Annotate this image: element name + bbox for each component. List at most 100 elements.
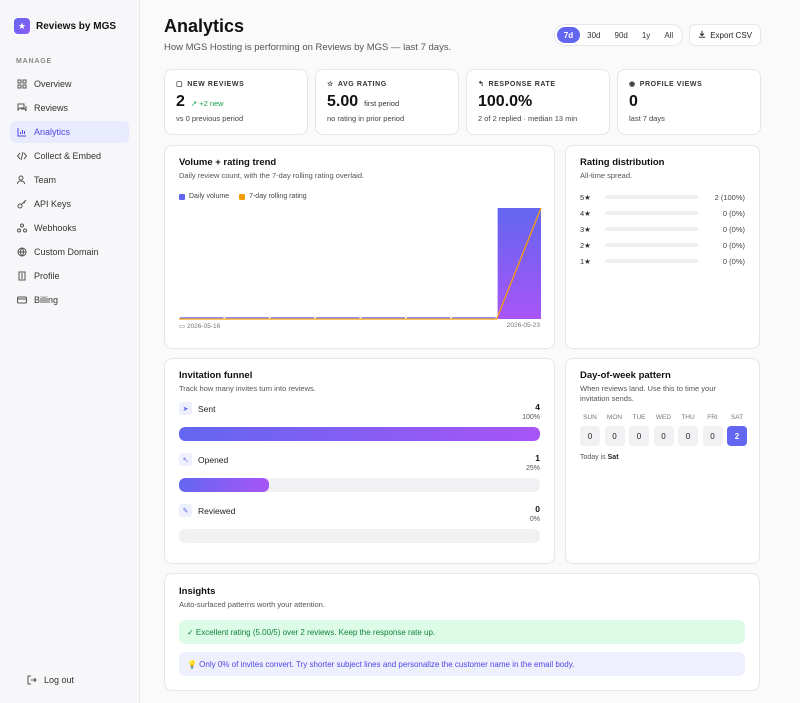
webhook-icon xyxy=(17,223,27,233)
today-label: Today is Sat xyxy=(580,454,745,461)
dist-track xyxy=(605,259,698,263)
stat-sub: 2 of 2 replied · median 13 min xyxy=(478,114,578,123)
sidebar-item-api-keys[interactable]: API Keys xyxy=(10,193,129,215)
star-icon: ★ xyxy=(14,18,30,34)
sidebar-item-label: Profile xyxy=(34,271,60,281)
sidebar-item-webhooks[interactable]: Webhooks xyxy=(10,217,129,239)
dist-row-2: 2★ 0 (0%) xyxy=(580,237,745,253)
dist-row-3: 3★ 0 (0%) xyxy=(580,221,745,237)
main-content: Analytics How MGS Hosting is performing … xyxy=(140,0,800,703)
dow-value: 0 xyxy=(629,426,649,447)
funnel-card: Invitation funnel Track how many invites… xyxy=(164,358,555,564)
distribution-card: Rating distribution All-time spread. 5★ 2… xyxy=(565,145,760,349)
page-title: Analytics xyxy=(164,16,245,36)
insight-tip: 💡 Only 0% of invites convert. Try shorte… xyxy=(179,652,745,676)
globe-icon xyxy=(17,247,27,257)
dist-value: 0 (0%) xyxy=(722,240,745,250)
stat-value: 2 xyxy=(176,93,185,110)
sidebar-item-label: API Keys xyxy=(34,199,72,209)
funnel-pct: 100% xyxy=(522,414,540,421)
dow-col-sat: SAT 2 xyxy=(727,414,747,447)
volume-bar xyxy=(270,317,315,319)
funnel-fill xyxy=(179,478,270,492)
dow-value: 0 xyxy=(702,426,723,447)
stat-sub: vs 0 previous period xyxy=(176,114,244,123)
card-icon xyxy=(17,295,27,305)
funnel-track xyxy=(179,427,540,441)
range-30d-button[interactable]: 30d xyxy=(587,30,601,40)
sidebar-item-billing[interactable]: Billing xyxy=(10,289,129,311)
edit-icon: ✎ xyxy=(179,504,192,517)
eye-icon: ◉ xyxy=(629,81,636,88)
sidebar-item-label: Reviews xyxy=(34,103,69,113)
funnel-count: 1 xyxy=(535,453,540,463)
stat-sub: last 7 days xyxy=(629,114,665,123)
sidebar-item-overview[interactable]: Overview xyxy=(10,73,129,95)
dow-value: 0 xyxy=(604,426,625,447)
start-date: ▭ 2026-05-16 xyxy=(179,322,220,330)
users-icon xyxy=(17,175,27,185)
dist-value: 0 (0%) xyxy=(722,256,745,266)
stat-sub: no rating in prior period xyxy=(327,114,405,123)
funnel-step-opened: ↖ Opened 1 25% xyxy=(179,453,540,504)
chat-icon: ▢ xyxy=(176,81,184,88)
sidebar-item-label: Overview xyxy=(34,79,72,89)
volume-bar xyxy=(361,317,405,319)
dist-row-5: 5★ 2 (100%) xyxy=(580,189,745,205)
funnel-track xyxy=(179,529,540,543)
range-all-button[interactable]: All xyxy=(664,30,674,40)
brand-name: Reviews by MGS xyxy=(36,20,117,32)
range-7d-button[interactable]: 7d xyxy=(556,27,581,43)
today-value: Sat xyxy=(607,454,619,462)
sidebar-item-custom-domain[interactable]: Custom Domain xyxy=(10,241,129,263)
sidebar-item-label: Analytics xyxy=(34,127,71,137)
dow-subtitle: When reviews land. Use this to time your… xyxy=(580,384,716,404)
sidebar-item-reviews[interactable]: Reviews xyxy=(10,97,129,119)
sidebar-item-analytics[interactable]: Analytics xyxy=(10,121,129,143)
send-icon: ➤ xyxy=(179,402,192,415)
funnel-subtitle: Track how many invites turn into reviews… xyxy=(179,384,316,393)
dist-track xyxy=(605,211,698,215)
trend-card: Volume + rating trend Daily review count… xyxy=(164,145,555,349)
dow-value: 0 xyxy=(653,426,674,447)
legend-rating-label: 7-day rolling rating xyxy=(249,193,307,200)
sidebar-item-collect-embed[interactable]: Collect & Embed xyxy=(10,145,129,167)
dow-value: 0 xyxy=(580,426,600,447)
export-csv-button[interactable]: Export CSV xyxy=(689,24,761,46)
distribution-title: Rating distribution xyxy=(580,157,665,168)
funnel-track xyxy=(179,478,540,492)
funnel-pct: 25% xyxy=(525,465,540,472)
sidebar-item-profile[interactable]: Profile xyxy=(10,265,129,287)
trend-up-icon: ↗ xyxy=(190,99,198,108)
calendar-icon: ▭ xyxy=(179,323,187,330)
end-date: 2026-05-23 xyxy=(506,322,540,329)
sidebar-item-team[interactable]: Team xyxy=(10,169,129,191)
stat-label: AVG RATING xyxy=(337,80,387,88)
volume-bar xyxy=(316,317,360,319)
dist-track xyxy=(605,227,698,231)
volume-bar xyxy=(225,317,269,319)
dow-col-wed: WED 0 xyxy=(653,414,674,447)
insights-card: Insights Auto-surfaced patterns worth yo… xyxy=(164,573,760,691)
funnel-step-reviewed: ✎ Reviewed 0 0% xyxy=(179,504,540,555)
range-selector: 7d 30d 90d 1y All xyxy=(553,24,684,46)
funnel-step-sent: ➤ Sent 4 100% xyxy=(179,402,540,453)
dist-star: 4★ xyxy=(580,208,591,218)
dist-value: 0 (0%) xyxy=(722,208,745,218)
range-1y-button[interactable]: 1y xyxy=(641,30,651,40)
reply-icon: ↰ xyxy=(478,81,485,88)
brand[interactable]: ★ Reviews by MGS xyxy=(0,0,139,36)
building-icon xyxy=(17,271,27,281)
funnel-label: Sent xyxy=(198,403,216,414)
stat-value: 5.00 xyxy=(327,93,359,110)
range-90d-button[interactable]: 90d xyxy=(614,30,628,40)
dow-day: TUE xyxy=(632,414,646,422)
dow-day: WED xyxy=(655,414,672,422)
logout-button[interactable]: Log out xyxy=(20,669,81,691)
funnel-pct: 0% xyxy=(529,516,540,523)
today-prefix: Today is xyxy=(580,454,606,462)
stats-row: ▢ NEW REVIEWS 2 ↗ +2 new vs 0 previous pe… xyxy=(164,69,761,135)
volume-bar xyxy=(406,317,451,319)
section-label: MANAGE xyxy=(16,58,52,65)
trend-subtitle: Daily review count, with the 7-day rolli… xyxy=(179,171,365,180)
